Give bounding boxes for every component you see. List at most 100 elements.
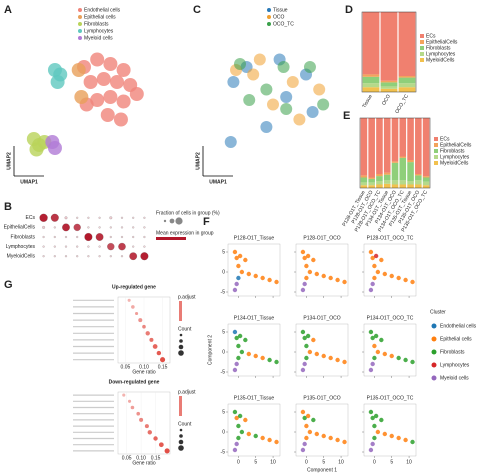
panel-title: P134-O1T_OCO_TC xyxy=(367,315,414,321)
x-tick-label: 0.15 xyxy=(151,455,161,461)
bar-segment xyxy=(398,77,416,84)
point xyxy=(302,441,307,447)
point xyxy=(113,112,128,127)
dot xyxy=(42,235,45,239)
legend-label: MyeloidCells xyxy=(426,57,455,63)
point xyxy=(243,94,256,106)
point xyxy=(243,257,248,263)
point xyxy=(239,349,245,355)
dot xyxy=(127,399,132,403)
dot xyxy=(131,305,135,309)
bar-segment xyxy=(399,118,407,157)
point xyxy=(382,431,387,437)
point xyxy=(370,335,375,341)
legend-title: Count xyxy=(178,421,192,427)
legend-swatch xyxy=(431,362,437,368)
x-tick-label: OCO_TC xyxy=(394,93,410,114)
dot xyxy=(109,226,112,229)
legend-label: Lymphocytes xyxy=(440,154,470,160)
point xyxy=(403,437,408,443)
legend-swatch xyxy=(78,8,82,12)
point xyxy=(293,113,306,126)
dot xyxy=(122,393,126,397)
plot-frame xyxy=(359,117,431,189)
legend-swatch xyxy=(420,46,424,50)
dot xyxy=(87,226,90,229)
point xyxy=(370,361,375,367)
point xyxy=(234,335,239,341)
dot xyxy=(98,216,101,219)
point xyxy=(311,257,316,263)
dot xyxy=(120,235,124,239)
point xyxy=(372,423,377,429)
point xyxy=(274,279,279,285)
dot xyxy=(139,417,144,422)
point xyxy=(305,333,311,339)
bar-segment xyxy=(422,177,430,182)
bar-segment xyxy=(368,185,375,188)
point xyxy=(300,409,306,415)
point xyxy=(305,253,311,259)
point xyxy=(372,435,377,441)
point xyxy=(372,343,377,349)
legend-dot xyxy=(175,217,183,225)
point xyxy=(232,447,238,453)
legend-swatch xyxy=(434,149,438,153)
point xyxy=(260,355,265,361)
point xyxy=(342,279,347,285)
point xyxy=(267,98,279,111)
plot-frame xyxy=(363,403,417,457)
point xyxy=(246,431,251,437)
bar-segment xyxy=(415,175,422,181)
point xyxy=(236,355,241,361)
legend-label: ECs xyxy=(440,136,450,142)
x-tick-label: Tissue xyxy=(361,93,374,109)
point xyxy=(302,361,307,367)
bar-segment xyxy=(398,83,416,88)
point xyxy=(328,435,333,441)
point xyxy=(253,273,258,279)
bar-segment xyxy=(422,176,430,178)
dot xyxy=(76,245,79,248)
bar-segment xyxy=(415,180,422,185)
panel-title: P128-O1T_OCO_TC xyxy=(367,235,414,241)
point xyxy=(274,439,279,445)
dot xyxy=(109,255,112,258)
dot xyxy=(142,324,146,329)
bar-segment xyxy=(391,180,399,185)
dot xyxy=(64,245,68,248)
legend-label: Lymphocytes xyxy=(440,362,470,368)
point xyxy=(370,255,375,261)
plot-frame xyxy=(295,403,349,457)
panel-title: P134-O1T_OCO xyxy=(303,315,340,321)
point xyxy=(236,423,241,429)
point xyxy=(403,357,408,363)
dot xyxy=(76,235,79,239)
point xyxy=(321,433,326,439)
point xyxy=(307,429,313,435)
y-axis-label: UMAP2 xyxy=(6,152,12,170)
point xyxy=(304,435,309,441)
point xyxy=(234,361,239,367)
x-tick-label: 0.10 xyxy=(136,455,146,461)
point xyxy=(382,271,387,277)
point xyxy=(267,277,272,283)
point xyxy=(110,75,124,89)
point xyxy=(267,437,272,443)
bar-segment xyxy=(360,177,368,183)
panel-title: P128-O1T_Tissue xyxy=(234,235,275,241)
dot xyxy=(98,245,101,248)
point xyxy=(307,269,313,275)
point xyxy=(389,433,394,439)
legend-label: Myeloid cells xyxy=(440,375,469,381)
point xyxy=(224,136,237,148)
dot xyxy=(153,436,158,441)
dot xyxy=(98,226,101,229)
legend-swatch xyxy=(78,15,82,19)
point xyxy=(372,263,377,269)
subtitle: Down-regulated gene xyxy=(109,379,160,385)
x-tick-label: 0.05 xyxy=(121,364,131,370)
bar-segment xyxy=(376,118,383,174)
dot xyxy=(132,216,135,219)
point xyxy=(375,429,381,435)
